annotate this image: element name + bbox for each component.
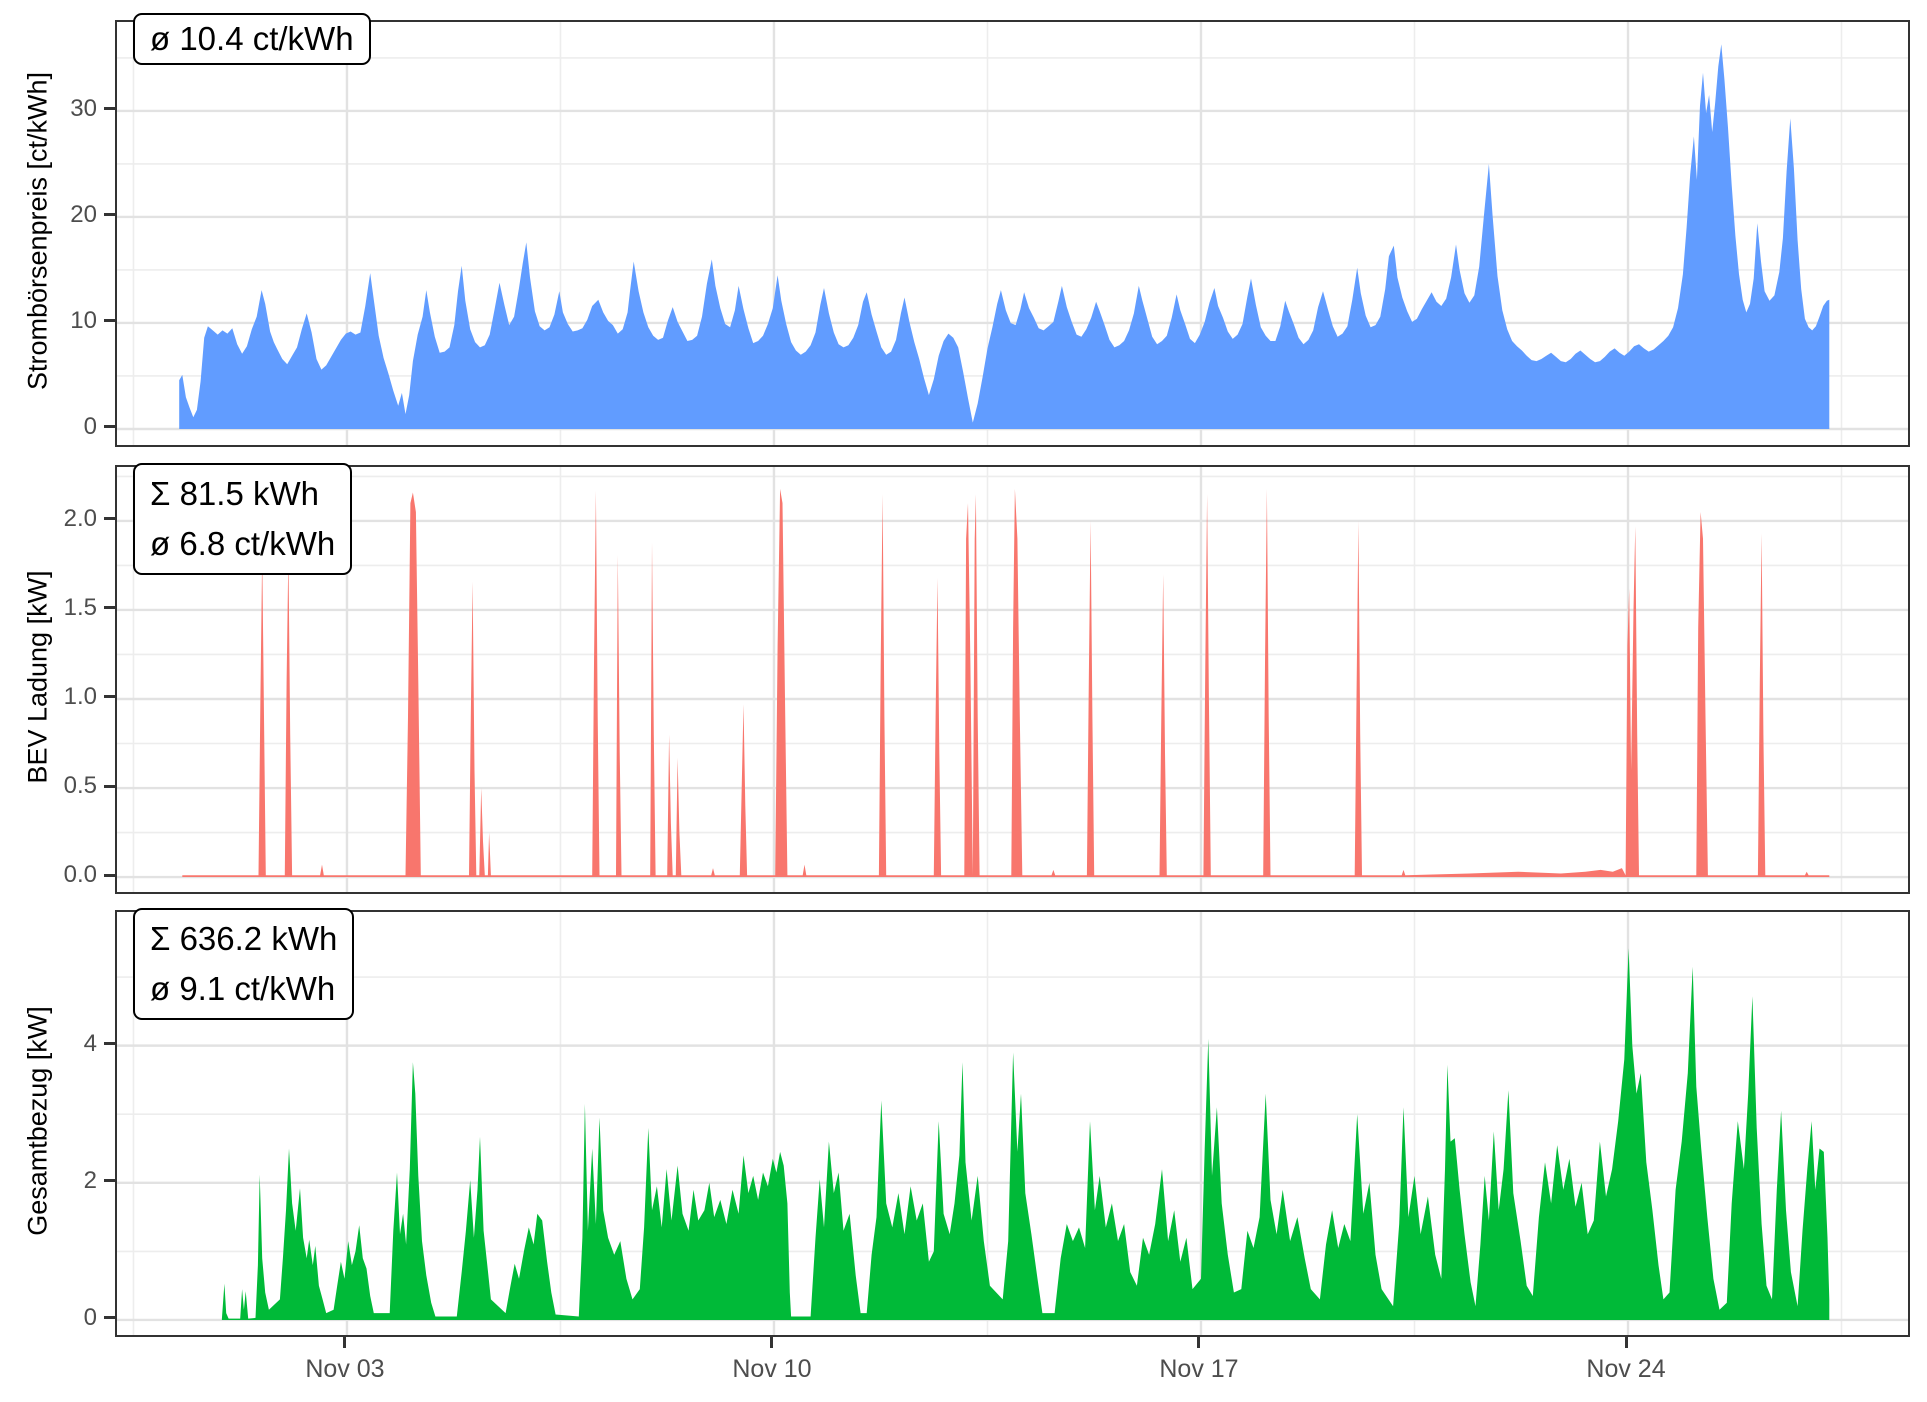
annotation-avg-bev: ø 6.8 ct/kWh	[150, 525, 336, 562]
y-tick-label: 0.5	[63, 772, 97, 800]
x-tick-label: Nov 24	[1586, 1355, 1666, 1383]
y-tick-label: 30	[70, 94, 97, 122]
y-tick-label: 1.0	[63, 682, 97, 710]
y-tick-mark	[104, 213, 115, 217]
y-tick-mark	[104, 695, 115, 699]
x-tick-mark	[770, 1336, 774, 1348]
bev-ladung-area	[182, 488, 1830, 877]
y-tick-label: 4	[83, 1029, 97, 1057]
x-tick-label: Nov 10	[732, 1355, 812, 1383]
x-tick-mark	[1624, 1336, 1628, 1348]
y-tick-mark	[104, 319, 115, 323]
annotation-sum-gesamt: Σ 636.2 kWh	[150, 920, 338, 957]
annotation-avg-price: ø 10.4 ct/kWh	[150, 20, 354, 57]
y-tick-mark	[104, 606, 115, 610]
x-tick-mark	[343, 1336, 347, 1348]
bev-ladung-plot	[117, 467, 1908, 892]
y-tick-label: 2.0	[63, 504, 97, 532]
y-tick-mark	[104, 425, 115, 429]
y-tick-label: 10	[70, 306, 97, 334]
y-tick-label: 1.5	[63, 593, 97, 621]
x-tick-mark	[1197, 1336, 1201, 1348]
annotation-sum-bev: Σ 81.5 kWh	[150, 475, 319, 512]
y-tick-mark	[104, 873, 115, 877]
y-tick-mark	[104, 1042, 115, 1046]
strompreis-plot	[117, 22, 1908, 445]
y-tick-mark	[104, 517, 115, 521]
gesamtbezug-area	[221, 948, 1830, 1320]
x-tick-label: Nov 03	[305, 1355, 385, 1383]
y-tick-label: 20	[70, 200, 97, 228]
annotation-avg-gesamt: ø 9.1 ct/kWh	[150, 970, 336, 1007]
strompreis-area	[179, 44, 1830, 429]
y-tick-label: 2	[83, 1166, 97, 1194]
x-tick-label: Nov 17	[1159, 1355, 1239, 1383]
panel-gesamtbezug	[115, 910, 1910, 1337]
y-tick-mark	[104, 1316, 115, 1320]
annotation-box-bev-ladung: Σ 81.5 kWh ø 6.8 ct/kWh	[133, 463, 353, 575]
annotation-box-gesamtbezug: Σ 636.2 kWh ø 9.1 ct/kWh	[133, 908, 355, 1020]
y-tick-mark	[104, 1179, 115, 1183]
annotation-box-strompreis: ø 10.4 ct/kWh	[133, 13, 371, 65]
y-tick-label: 0	[83, 1303, 97, 1331]
panel-strompreis	[115, 20, 1910, 447]
y-tick-label: 0	[83, 412, 97, 440]
gesamtbezug-plot	[117, 912, 1908, 1335]
y-tick-label: 0.0	[63, 861, 97, 889]
panel-bev-ladung	[115, 465, 1910, 894]
y-tick-mark	[104, 107, 115, 111]
y-tick-mark	[104, 784, 115, 788]
